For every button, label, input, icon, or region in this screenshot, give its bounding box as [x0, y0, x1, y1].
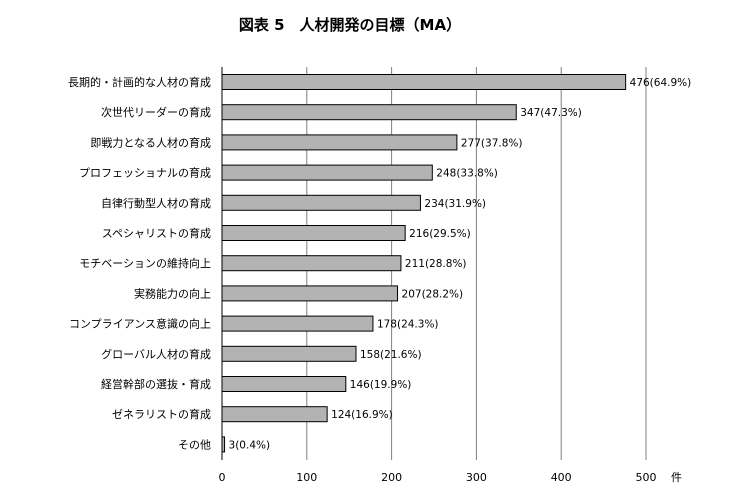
chart-title: 図表 5 人材開発の目標（MA）	[238, 16, 462, 34]
category-label: 即戦力となる人材の育成	[90, 135, 211, 149]
category-label: グローバル人材の育成	[101, 347, 211, 361]
category-label: 経営幹部の選抜・育成	[101, 377, 211, 391]
bar	[221, 74, 627, 90]
data-label: 146(19.9%)	[350, 379, 412, 391]
category-label: プロフェッショナルの育成	[79, 166, 211, 180]
x-tick-label: 0	[219, 471, 226, 484]
x-axis-unit-label: 件	[671, 471, 682, 484]
category-label: 次世代リーダーの育成	[101, 105, 211, 119]
data-label: 211(28.8%)	[405, 258, 467, 270]
data-label: 476(64.9%)	[630, 77, 692, 89]
x-tick-label: 300	[466, 471, 487, 484]
x-tick-label: 500	[636, 471, 657, 484]
bar	[221, 315, 374, 332]
data-label: 248(33.8%)	[436, 168, 498, 180]
x-tick-label: 200	[381, 471, 402, 484]
bar	[221, 194, 421, 211]
bar	[221, 134, 458, 151]
x-tick-label: 100	[296, 471, 317, 484]
bar	[221, 164, 433, 181]
data-label: 207(28.2%)	[402, 288, 464, 300]
data-label: 277(37.8%)	[461, 137, 523, 149]
data-label: 3(0.4%)	[229, 439, 271, 451]
x-tick-label: 400	[551, 471, 572, 484]
bar	[221, 285, 399, 302]
data-label: 158(21.6%)	[360, 349, 422, 361]
data-label: 347(47.3%)	[520, 107, 582, 119]
category-label: モチベーションの維持向上	[79, 256, 211, 270]
data-label: 216(29.5%)	[409, 228, 471, 240]
category-label: 実務能力の向上	[134, 286, 211, 300]
bar	[221, 345, 357, 362]
bar	[221, 406, 328, 423]
bar	[221, 255, 402, 272]
bar	[221, 104, 517, 121]
category-label: ゼネラリストの育成	[112, 407, 211, 421]
data-label: 234(31.9%)	[424, 198, 486, 210]
category-label: 自律行動型人材の育成	[101, 196, 211, 210]
data-label: 178(24.3%)	[377, 319, 439, 331]
category-labels: 長期的・計画的な人材の育成次世代リーダーの育成即戦力となる人材の育成プロフェッシ…	[68, 75, 211, 451]
data-label: 124(16.9%)	[331, 409, 393, 421]
category-label: 長期的・計画的な人材の育成	[68, 75, 211, 89]
category-label: スペシャリストの育成	[102, 226, 211, 240]
x-axis-ticks: 0 100 200 300 400 500	[219, 471, 657, 484]
bars	[221, 74, 627, 453]
category-label: コンプライアンス意識の向上	[69, 317, 211, 331]
bar	[221, 225, 406, 241]
bar	[221, 376, 347, 392]
bar	[221, 436, 226, 453]
category-label: その他	[178, 438, 211, 451]
data-labels: 476(64.9%) 347(47.3%) 277(37.8%) 248(33.8%)…	[229, 77, 692, 451]
